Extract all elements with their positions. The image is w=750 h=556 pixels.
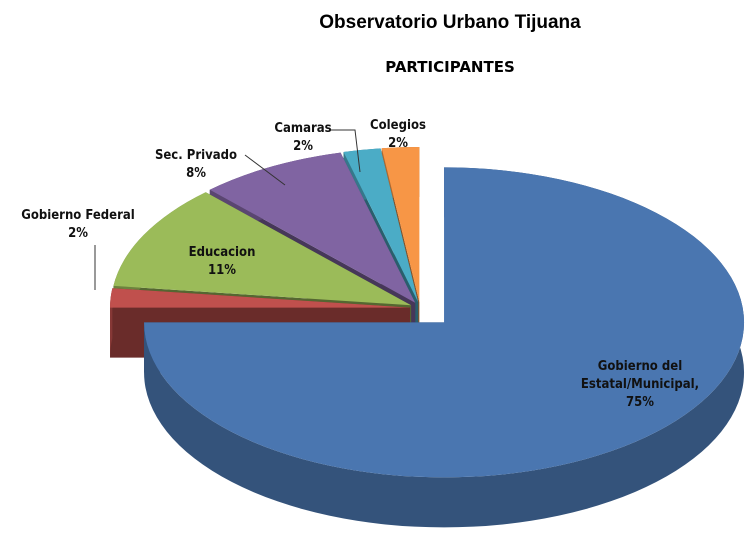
category-label: Camaras (274, 121, 332, 136)
chart-title: Observatorio Urbano Tijuana (319, 12, 581, 33)
category-label: Educacion (188, 245, 256, 260)
slice (144, 167, 745, 478)
slice (113, 192, 412, 306)
slice (343, 148, 419, 303)
value-label: 2% (388, 136, 408, 151)
slice (110, 288, 411, 308)
value-label: 2% (293, 139, 313, 154)
slice (381, 147, 420, 303)
value-label: 75% (626, 395, 654, 410)
slice-label: Colegios 2% (358, 117, 438, 153)
leader-line (330, 129, 361, 173)
leader-line (244, 154, 286, 186)
value-label: 8% (186, 166, 206, 181)
slice-label: Sec. Privado 8% (136, 147, 256, 183)
category-label: Sec. Privado (154, 148, 238, 163)
category-label: Gobierno Federal (21, 208, 135, 223)
slice-label: Camaras 2% (263, 120, 343, 156)
category-label: Gobierno del Estatal/Municipal, (580, 359, 700, 392)
slice-label: Educacion 11% (162, 244, 282, 280)
slice-label: Gobierno Federal 2% (0, 207, 158, 243)
value-label: 2% (68, 226, 88, 241)
slice (209, 152, 416, 303)
slice-label: Gobierno del Estatal/Municipal, 75% (565, 358, 715, 412)
chart-subtitle: PARTICIPANTES (385, 58, 515, 76)
value-label: 11% (208, 263, 236, 278)
category-label: Colegios (370, 118, 426, 133)
